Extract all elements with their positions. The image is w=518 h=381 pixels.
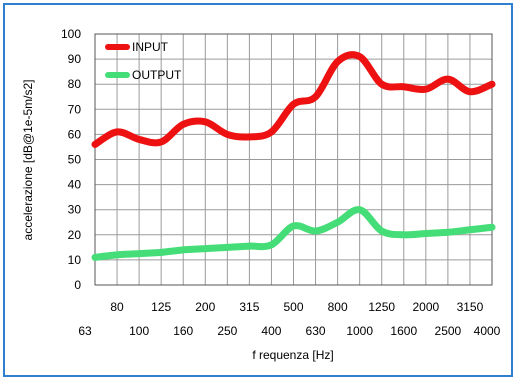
plot-area-border	[94, 33, 493, 286]
x-tick-label: 630	[306, 324, 326, 338]
y-tick-label: 30	[68, 203, 82, 217]
y-axis-label: accelerazione [dB@1e-5m/s2]	[21, 80, 35, 241]
x-tick-label: 125	[151, 300, 171, 314]
y-tick-label: 10	[68, 253, 82, 267]
x-tick-label: 80	[110, 300, 124, 314]
x-tick-label: 63	[78, 324, 92, 338]
y-tick-label: 60	[68, 127, 82, 141]
y-tick-label: 90	[68, 52, 82, 66]
x-tick-label: 2000	[412, 300, 439, 314]
series-lines	[91, 51, 496, 261]
x-tick-label: 315	[239, 300, 259, 314]
x-tick-label: 250	[217, 324, 237, 338]
x-tick-label: 100	[129, 324, 149, 338]
series-line-output	[91, 206, 496, 261]
plot-border	[94, 33, 493, 286]
y-tick-label: 70	[68, 102, 82, 116]
x-axis-label: f requenza [Hz]	[252, 348, 333, 362]
x-tick-label: 4000	[474, 324, 501, 338]
y-tick-label: 50	[68, 153, 82, 167]
legend-label-input: INPUT	[132, 40, 169, 54]
legend: INPUT OUTPUT	[105, 40, 182, 82]
series-line-input	[91, 51, 496, 148]
y-tick-label: 40	[68, 178, 82, 192]
x-tick-label: 500	[283, 300, 303, 314]
y-tick-label: 100	[61, 27, 81, 41]
x-tick-label: 800	[328, 300, 348, 314]
legend-label-output: OUTPUT	[132, 68, 182, 82]
x-tick-label: 1250	[368, 300, 395, 314]
x-tick-label: 1000	[346, 324, 373, 338]
x-tick-label: 400	[261, 324, 281, 338]
y-tick-label: 20	[68, 228, 82, 242]
y-tick-label: 0	[74, 278, 81, 292]
x-tick-label: 3150	[457, 300, 484, 314]
x-tick-label: 1600	[390, 324, 417, 338]
x-tick-label: 2500	[435, 324, 462, 338]
x-tick-label: 160	[173, 324, 193, 338]
y-tick-labels: 0 10 20 30 40 50 60 70 80 90 100	[61, 27, 81, 292]
chart-frame	[3, 3, 513, 377]
y-tick-label: 80	[68, 77, 82, 91]
x-tick-label: 200	[195, 300, 215, 314]
